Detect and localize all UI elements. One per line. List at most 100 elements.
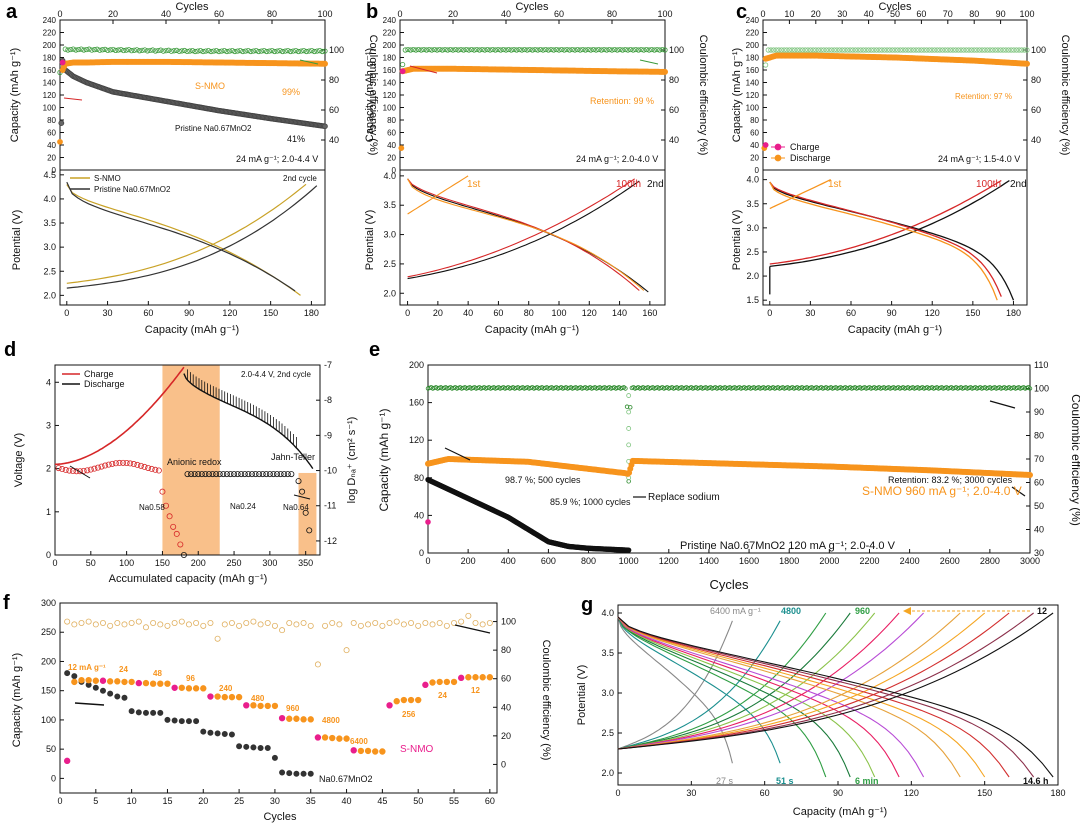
ce-point	[781, 47, 787, 53]
ce-point	[958, 47, 964, 53]
x-tick-label: 2800	[980, 556, 1000, 566]
y-tick-label: 160	[43, 66, 57, 75]
rate-label: 96	[186, 674, 195, 683]
y-tick-label: 80	[1034, 431, 1044, 441]
chart-b-bottom: 0 20 40 60 80 100 120 140 160 2.0 2.5 3.0 3.5 4.0	[383, 169, 666, 318]
logd-point	[94, 464, 101, 471]
ce-point	[482, 47, 488, 53]
arrow-cap	[444, 447, 471, 461]
ce-point	[242, 48, 249, 54]
plot-frame	[762, 169, 1028, 306]
x-tick-label: 10	[784, 9, 794, 19]
charge-curve	[617, 612, 986, 750]
ce-point	[65, 47, 71, 53]
ce-point	[271, 622, 278, 629]
discharge-curve	[617, 616, 781, 764]
ce-point	[953, 47, 959, 53]
y-tick-label: 0	[52, 166, 57, 175]
ce-point	[258, 48, 264, 54]
y-tick-label: 2.0	[746, 271, 759, 281]
ce-point	[971, 47, 977, 53]
x-tick-label: 400	[501, 556, 516, 566]
x-tick-label: 2200	[859, 556, 879, 566]
ce-point	[197, 47, 204, 54]
x-tick-label: 40	[463, 308, 473, 318]
annotation-anionic: Anionic redox	[167, 457, 222, 467]
charge-100th	[407, 178, 636, 278]
ce-point	[139, 47, 145, 53]
snmo-point	[457, 674, 465, 682]
snmo-point	[135, 679, 143, 687]
rate-label: 480	[251, 694, 265, 703]
snmo-point	[286, 715, 293, 722]
y-tick-label: 2.5	[746, 247, 759, 257]
chart-e: 0 200 400 600 800 1000 1200 1400 1600 1800 2000 220…	[409, 360, 1049, 566]
snmo-point	[364, 747, 372, 755]
snmo-point	[78, 676, 85, 684]
ce-point	[947, 47, 954, 53]
ce-point	[916, 47, 922, 53]
y-tick-label: 4	[46, 377, 51, 387]
annotation-retention: 99%	[282, 87, 300, 97]
pristine-point	[193, 718, 200, 725]
rate-label: 6400	[350, 737, 368, 746]
logd-point	[112, 460, 119, 467]
snmo-point	[472, 674, 479, 681]
ce-point	[813, 47, 819, 53]
y-tick-label: 4.5	[43, 170, 56, 180]
snmo-point	[379, 748, 386, 755]
y-tick-label: 0	[755, 166, 760, 175]
ce-point	[842, 47, 848, 53]
discharge-curve	[617, 616, 1010, 778]
snmo-point	[99, 677, 107, 684]
y-tick-label: 40	[1031, 135, 1041, 145]
y-tick-label: 60	[387, 129, 396, 138]
snmo-point	[386, 702, 393, 709]
charge-100th	[769, 179, 1002, 265]
ce-point	[598, 47, 605, 53]
ce-point	[221, 47, 227, 54]
ce-outlier	[626, 409, 632, 415]
ce-point	[413, 47, 419, 53]
ce-point	[1000, 47, 1006, 53]
ce-point	[142, 624, 149, 631]
y-tick-label: 80	[1031, 75, 1041, 85]
ce-point	[237, 47, 243, 54]
x-tick-label: 50	[890, 9, 900, 19]
ce-point	[393, 618, 400, 625]
y-tick-label: 60	[1034, 478, 1044, 488]
snmo-point	[1027, 471, 1034, 478]
ce-point	[1008, 47, 1014, 53]
ce-point	[794, 47, 800, 53]
ce-point	[248, 48, 254, 55]
ce-point	[415, 622, 422, 629]
ce-point	[94, 46, 100, 52]
ce-point	[1005, 47, 1012, 53]
x-tick-label: 50	[413, 796, 423, 806]
ce-point	[266, 48, 272, 54]
x-tick-label: 120	[222, 308, 237, 318]
logd-point	[274, 471, 281, 478]
logd-point	[120, 459, 127, 466]
y-tick-label: 3.0	[383, 230, 396, 240]
ce-point	[282, 48, 288, 54]
ce-point	[1011, 47, 1017, 53]
charge-1st	[407, 175, 469, 215]
y-tick-label: 200	[43, 41, 57, 50]
x-tick-label: 80	[607, 9, 617, 19]
pristine-point	[250, 744, 257, 751]
ce-point	[121, 621, 128, 628]
ce-point	[426, 46, 432, 53]
ce-point	[386, 620, 393, 627]
logd-point	[288, 471, 295, 478]
snmo-point	[357, 747, 365, 755]
ce-point	[422, 620, 429, 627]
discharge-curve	[617, 616, 827, 778]
ce-point	[213, 47, 219, 54]
ce-point	[763, 62, 769, 68]
logd-point	[87, 466, 94, 473]
ce-point	[135, 618, 142, 625]
y-tick-label: 3.5	[43, 218, 56, 228]
discharge-point	[1024, 60, 1031, 67]
logd-point	[213, 471, 220, 478]
